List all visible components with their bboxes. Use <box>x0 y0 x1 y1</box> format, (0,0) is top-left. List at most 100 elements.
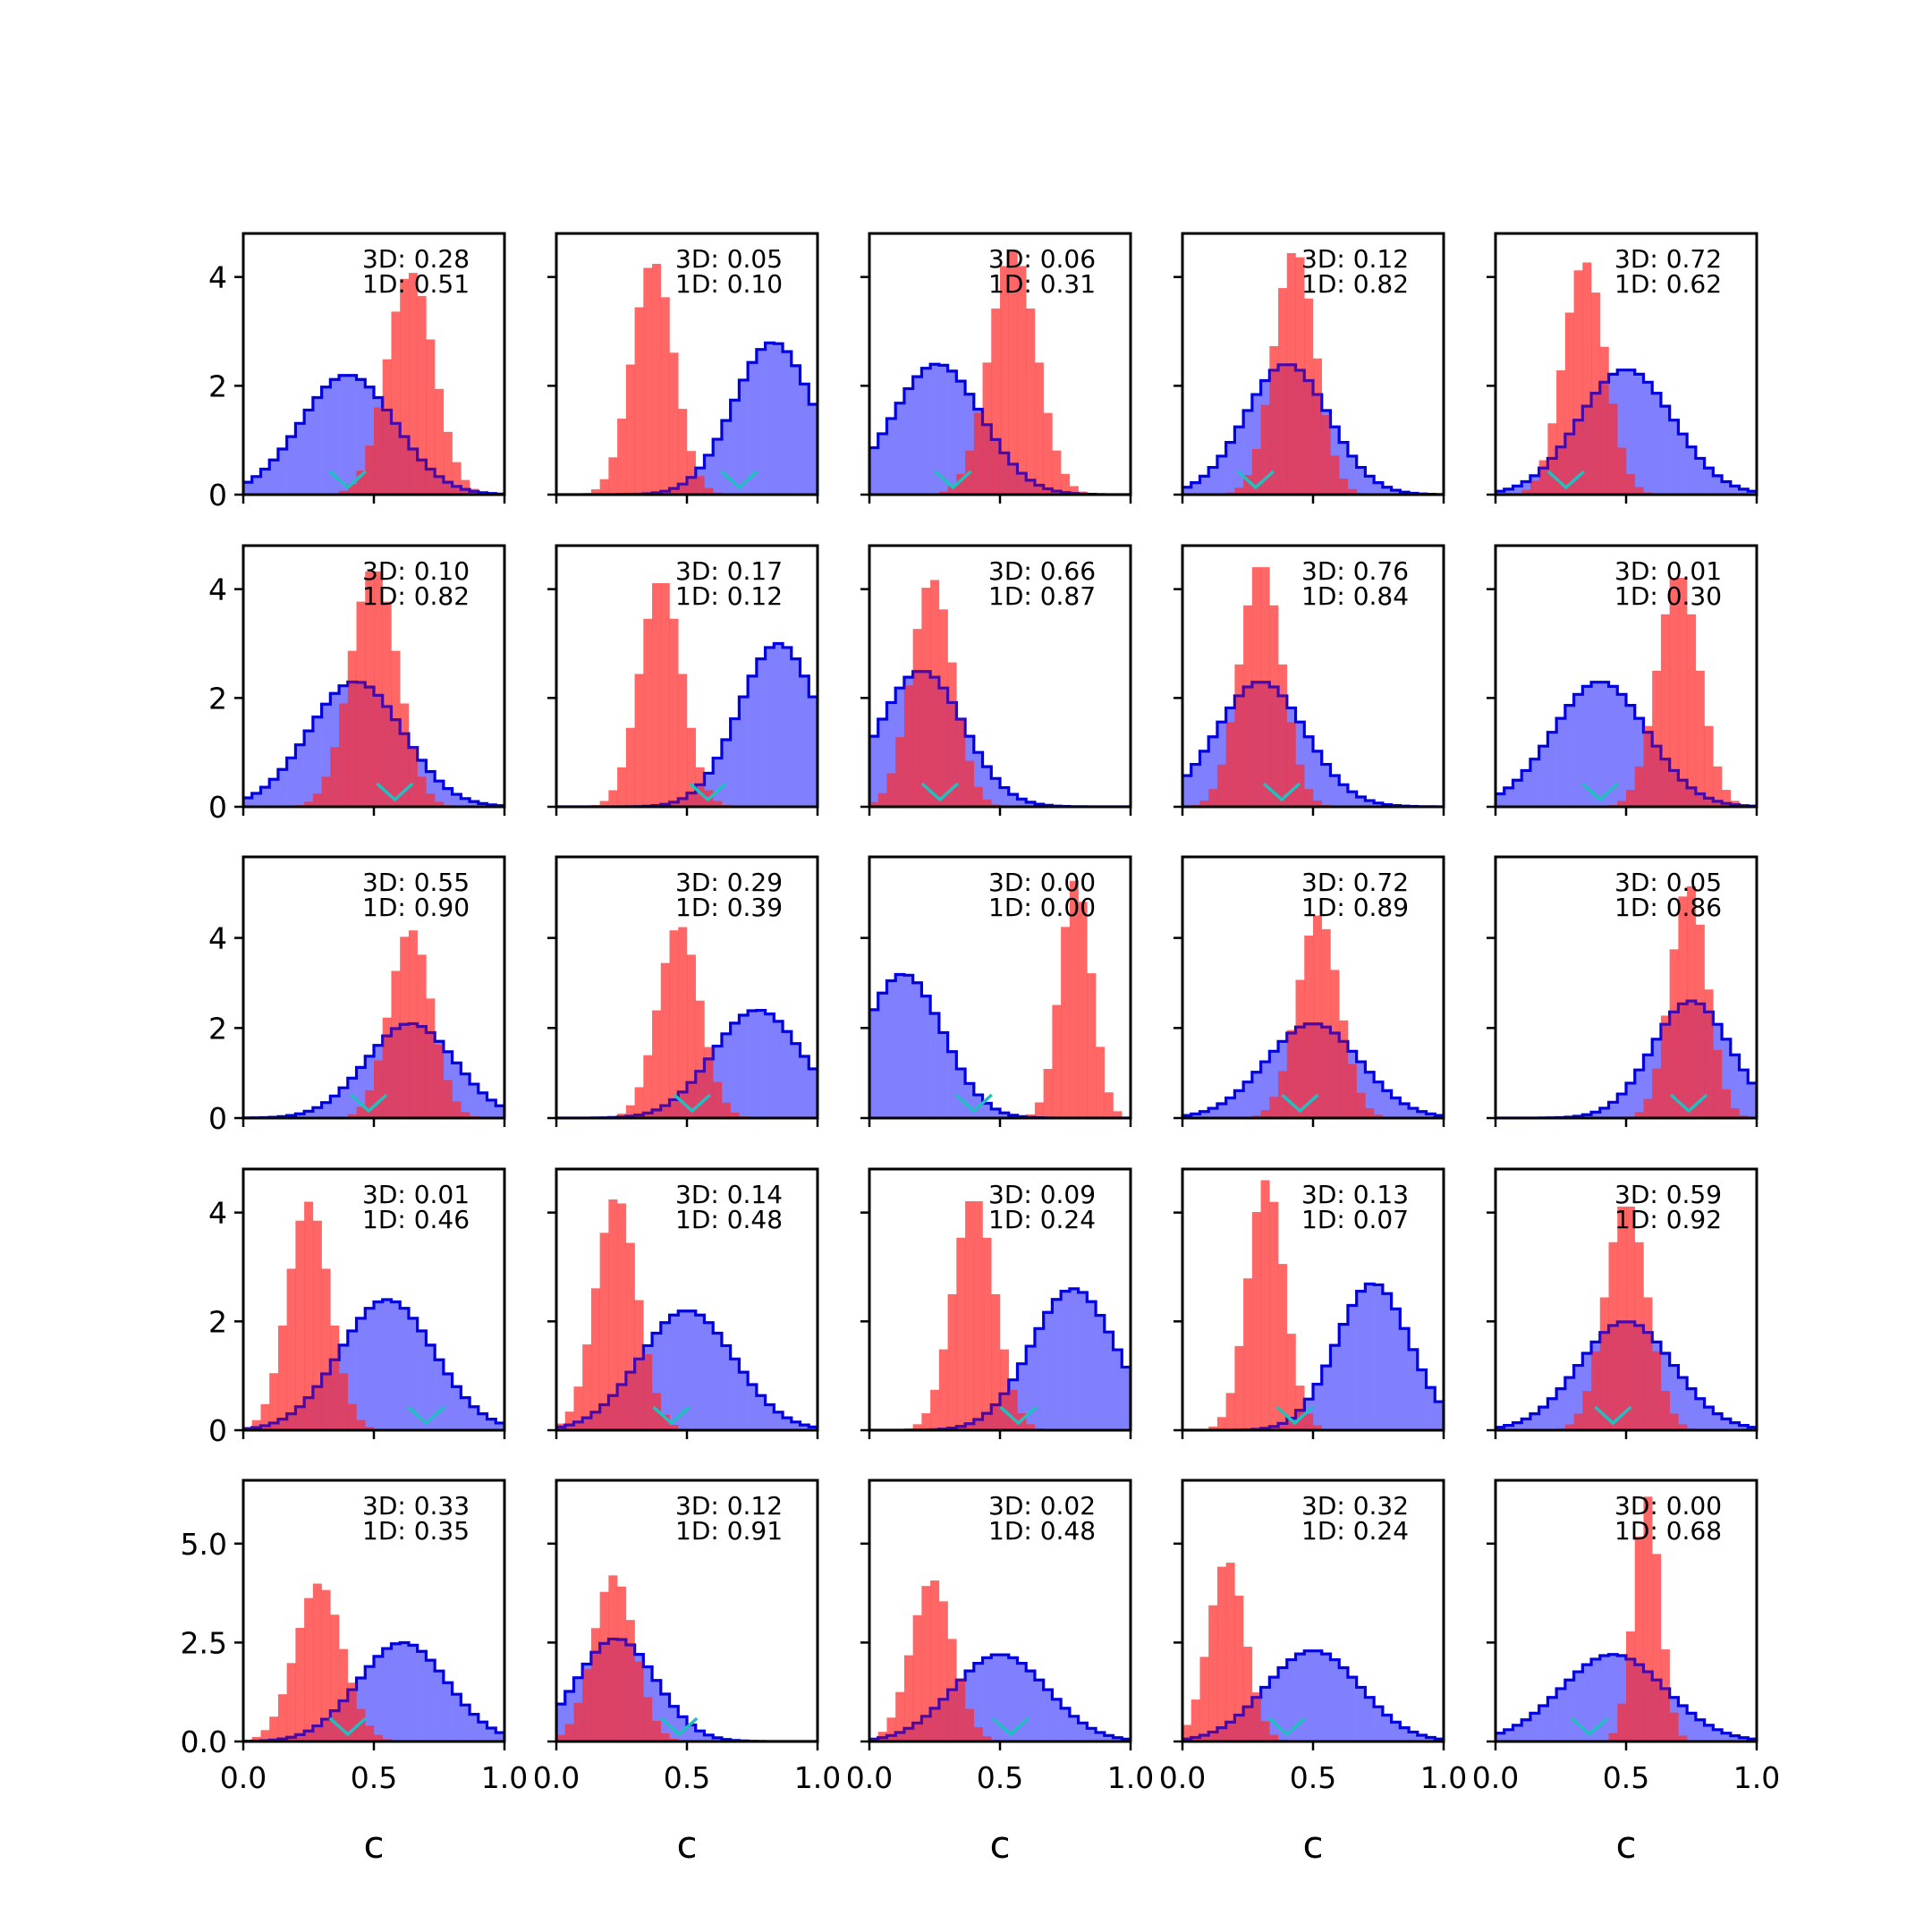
bar-1d <box>339 1648 349 1741</box>
bar-3d <box>1730 1735 1740 1741</box>
bar-1d <box>643 267 653 495</box>
bar-3d <box>1234 1090 1244 1118</box>
bar-3d <box>903 388 913 495</box>
series-3d-outline <box>1182 1649 1444 1741</box>
bar-3d <box>721 1345 731 1430</box>
bar-3d <box>1122 1367 1131 1430</box>
bar-3d <box>1182 775 1192 807</box>
plot-area <box>243 1583 504 1741</box>
bar-1d <box>1730 1108 1740 1118</box>
bar-1d <box>1678 1424 1688 1430</box>
bar-1d <box>374 1734 384 1741</box>
bar-3d <box>1374 482 1384 495</box>
bar-1d <box>295 1628 305 1741</box>
bar-3d <box>660 1693 670 1741</box>
x-axis-label: c <box>989 1823 1010 1867</box>
bar-1d <box>339 490 349 495</box>
bar-1d <box>695 1000 705 1118</box>
bar-3d <box>748 362 758 495</box>
bar-1d <box>1617 447 1627 495</box>
bar-3d <box>365 386 375 495</box>
annotation-line: 1D: 0.82 <box>362 581 470 611</box>
bar-1d <box>1608 403 1618 495</box>
bar-1d <box>599 801 609 807</box>
y-tick-label: 2.5 <box>181 1625 227 1660</box>
bar-3d <box>1496 1733 1505 1741</box>
bar-3d <box>1504 787 1513 807</box>
bar-3d <box>1687 1713 1697 1741</box>
bar-3d <box>652 1333 662 1430</box>
bar-1d <box>1599 346 1609 495</box>
series-1d-overlay <box>1496 1206 1757 1430</box>
bar-3d <box>1078 1292 1088 1430</box>
bar-1d <box>991 1293 1001 1430</box>
bar-1d <box>956 1678 966 1741</box>
x-tick-label: 1.0 <box>794 1760 841 1795</box>
annotation-line: 1D: 0.48 <box>988 1516 1096 1546</box>
bar-3d <box>713 439 723 495</box>
bar-3d <box>687 1724 697 1741</box>
bar-1d <box>1564 312 1574 495</box>
annotation-line: 3D: 0.12 <box>675 1491 783 1521</box>
annotation-line: 3D: 0.01 <box>1614 556 1722 586</box>
bar-1d <box>687 727 697 807</box>
bar-3d <box>956 381 966 495</box>
x-tick-label: 1.0 <box>1420 1760 1467 1795</box>
bar-3d <box>1722 1038 1732 1118</box>
bar-1d <box>374 571 384 807</box>
bar-1d <box>1234 664 1244 807</box>
bar-3d <box>1052 1299 1062 1430</box>
bar-1d <box>1043 1069 1053 1118</box>
bar-3d <box>1400 1727 1410 1741</box>
bar-3d <box>1034 1680 1044 1741</box>
bar-3d <box>965 394 975 495</box>
bar-1d <box>1521 489 1531 495</box>
bar-3d <box>452 1694 462 1741</box>
bar-1d <box>321 1589 331 1741</box>
bar-3d <box>1104 1332 1114 1430</box>
bar-3d <box>912 982 922 1118</box>
bar-3d <box>1722 1733 1732 1741</box>
bar-3d <box>1669 419 1679 495</box>
bar-1d <box>1339 479 1349 495</box>
bar-1d <box>312 1583 322 1741</box>
bar-1d <box>982 1237 992 1430</box>
bar-1d <box>930 580 940 807</box>
bar-3d <box>1365 1072 1375 1118</box>
bar-1d <box>1286 1030 1296 1118</box>
bar-1d <box>1722 1089 1732 1118</box>
bar-3d <box>496 1422 504 1430</box>
bar-3d <box>1104 1735 1114 1741</box>
x-tick-label: 0.5 <box>1290 1760 1336 1795</box>
bar-3d <box>947 1051 957 1118</box>
bar-3d <box>1660 406 1670 495</box>
bar-3d <box>1713 1413 1723 1430</box>
series-3d-outline <box>243 1298 504 1430</box>
bar-3d <box>295 423 305 495</box>
bar-1d <box>1356 1092 1366 1118</box>
bar-3d <box>869 1009 879 1118</box>
bar-3d <box>1504 1729 1513 1741</box>
series-1d-overlay <box>1182 1563 1444 1741</box>
bar-3d <box>1643 382 1653 495</box>
bar-3d <box>391 1643 401 1741</box>
bar-1d <box>1199 1657 1209 1741</box>
bar-3d <box>669 1706 679 1741</box>
bar-1d <box>1321 928 1331 1118</box>
x-tick-label: 0.5 <box>1603 1760 1649 1795</box>
annotation-line: 1D: 0.82 <box>1301 269 1409 299</box>
bar-3d <box>930 1013 940 1118</box>
bar-1d <box>365 1089 375 1118</box>
bar-1d <box>426 339 436 495</box>
bar-3d <box>1260 1687 1270 1741</box>
bar-3d <box>1078 1723 1088 1741</box>
bar-3d <box>765 343 775 495</box>
bar-3d <box>374 1301 384 1430</box>
bar-3d <box>339 1088 349 1118</box>
y-tick-label: 0 <box>208 478 227 513</box>
bar-3d <box>1382 487 1392 495</box>
bar-3d <box>1391 490 1401 495</box>
bar-3d <box>1330 775 1340 807</box>
bar-1d <box>1652 1068 1662 1118</box>
